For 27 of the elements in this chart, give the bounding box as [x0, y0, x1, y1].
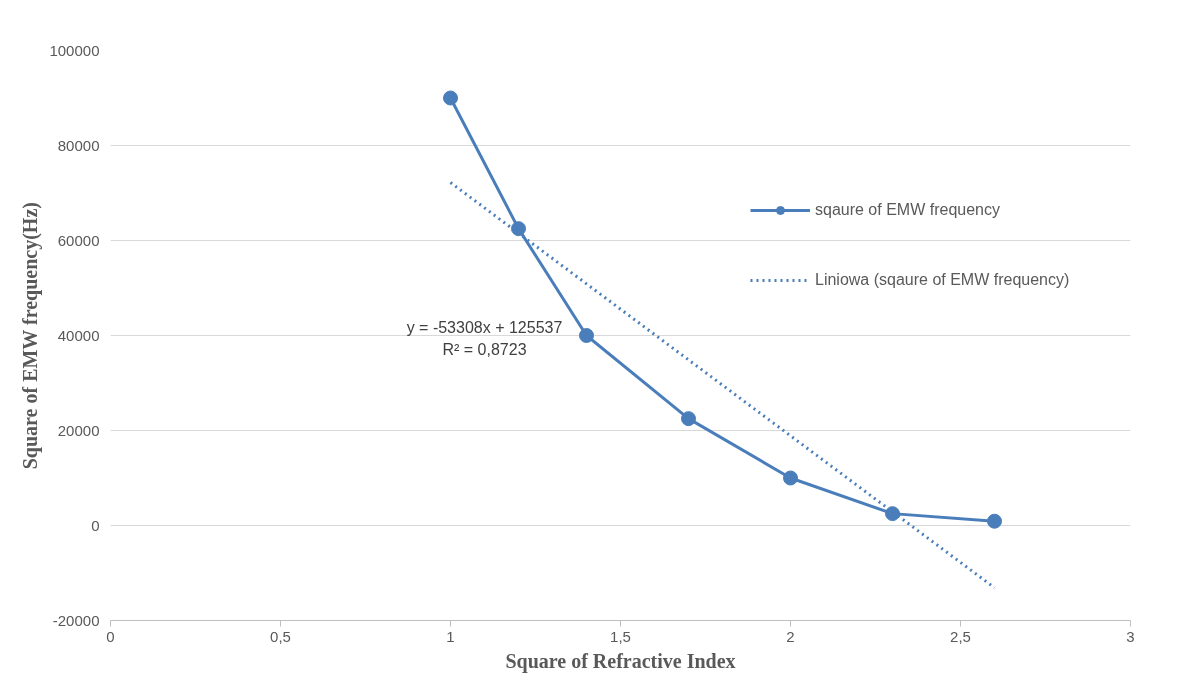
point: [885, 506, 900, 522]
point: [987, 513, 1002, 529]
y-tick-label: 0: [91, 516, 100, 534]
x-tick-label: 2,5: [950, 627, 971, 645]
y-tick-label: -20000: [52, 611, 100, 629]
y-tick-label: 20000: [57, 421, 100, 439]
x-tick-label: 2: [786, 627, 795, 645]
legend-label: Liniowa (sqaure of EMW frequency): [815, 271, 1070, 289]
legend-label: sqaure of EMW frequency: [815, 201, 1001, 219]
point: [681, 411, 696, 427]
x-tick-label: 0: [106, 627, 115, 645]
x-tick-label: 0,5: [270, 627, 291, 645]
y-axis-title: Square of EMW frequency(Hz): [19, 202, 43, 470]
y-tick-label: 40000: [57, 326, 100, 344]
x-tick-label: 1: [446, 627, 455, 645]
y-tick-label: 100000: [49, 41, 100, 59]
point: [783, 470, 798, 486]
point: [579, 328, 594, 343]
point: [511, 221, 526, 237]
y-tick-label: 80000: [57, 136, 100, 154]
annotation: R² = 0,8723: [442, 340, 527, 358]
x-tick-label: 3: [1126, 627, 1135, 645]
x-axis-title: Square of Refractive Index: [505, 649, 736, 673]
annotation: y = -53308x + 125537: [406, 318, 563, 336]
x-tick-label: 1,5: [610, 627, 631, 645]
y-tick-label: 60000: [57, 231, 100, 249]
point: [443, 90, 458, 106]
